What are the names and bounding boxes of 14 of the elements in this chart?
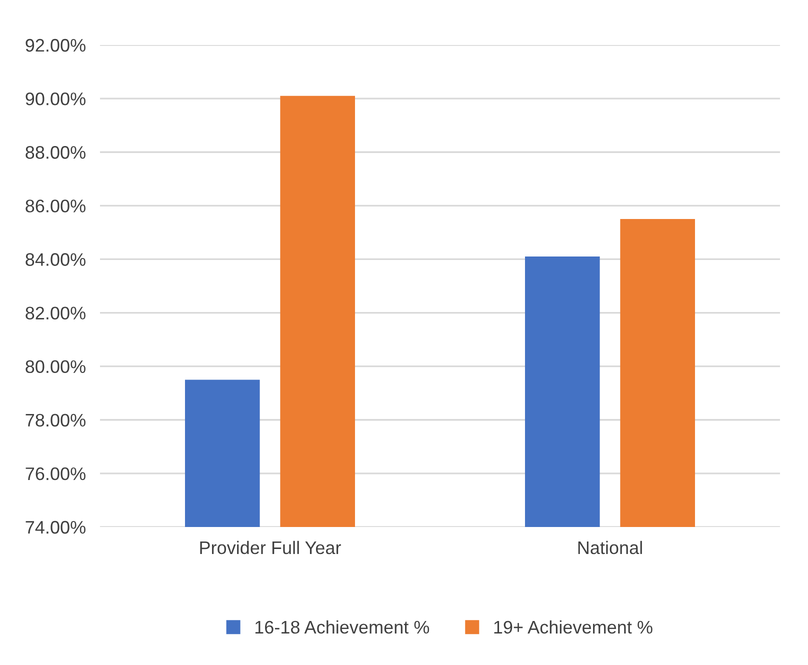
y-tick-label: 86.00%	[26, 200, 86, 212]
y-tick-label: 76.00%	[26, 467, 86, 480]
x-tick-label: National	[578, 540, 642, 554]
y-tick-label: 84.00%	[26, 253, 86, 266]
x-tick-label: Provider Full Year	[200, 540, 341, 554]
y-tick-label: 90.00%	[26, 92, 86, 106]
y-tick-label: 74.00%	[26, 520, 86, 534]
y-tick-label: 88.00%	[26, 146, 86, 159]
legend-label: 16-18 Achievement %	[255, 620, 430, 634]
y-tick-label: 92.00%	[26, 38, 86, 52]
y-tick-label: 78.00%	[26, 414, 86, 427]
y-tick-label: 82.00%	[26, 306, 86, 320]
y-tick-label: 80.00%	[26, 360, 86, 374]
legend-label: 19+ Achievement %	[494, 620, 652, 634]
